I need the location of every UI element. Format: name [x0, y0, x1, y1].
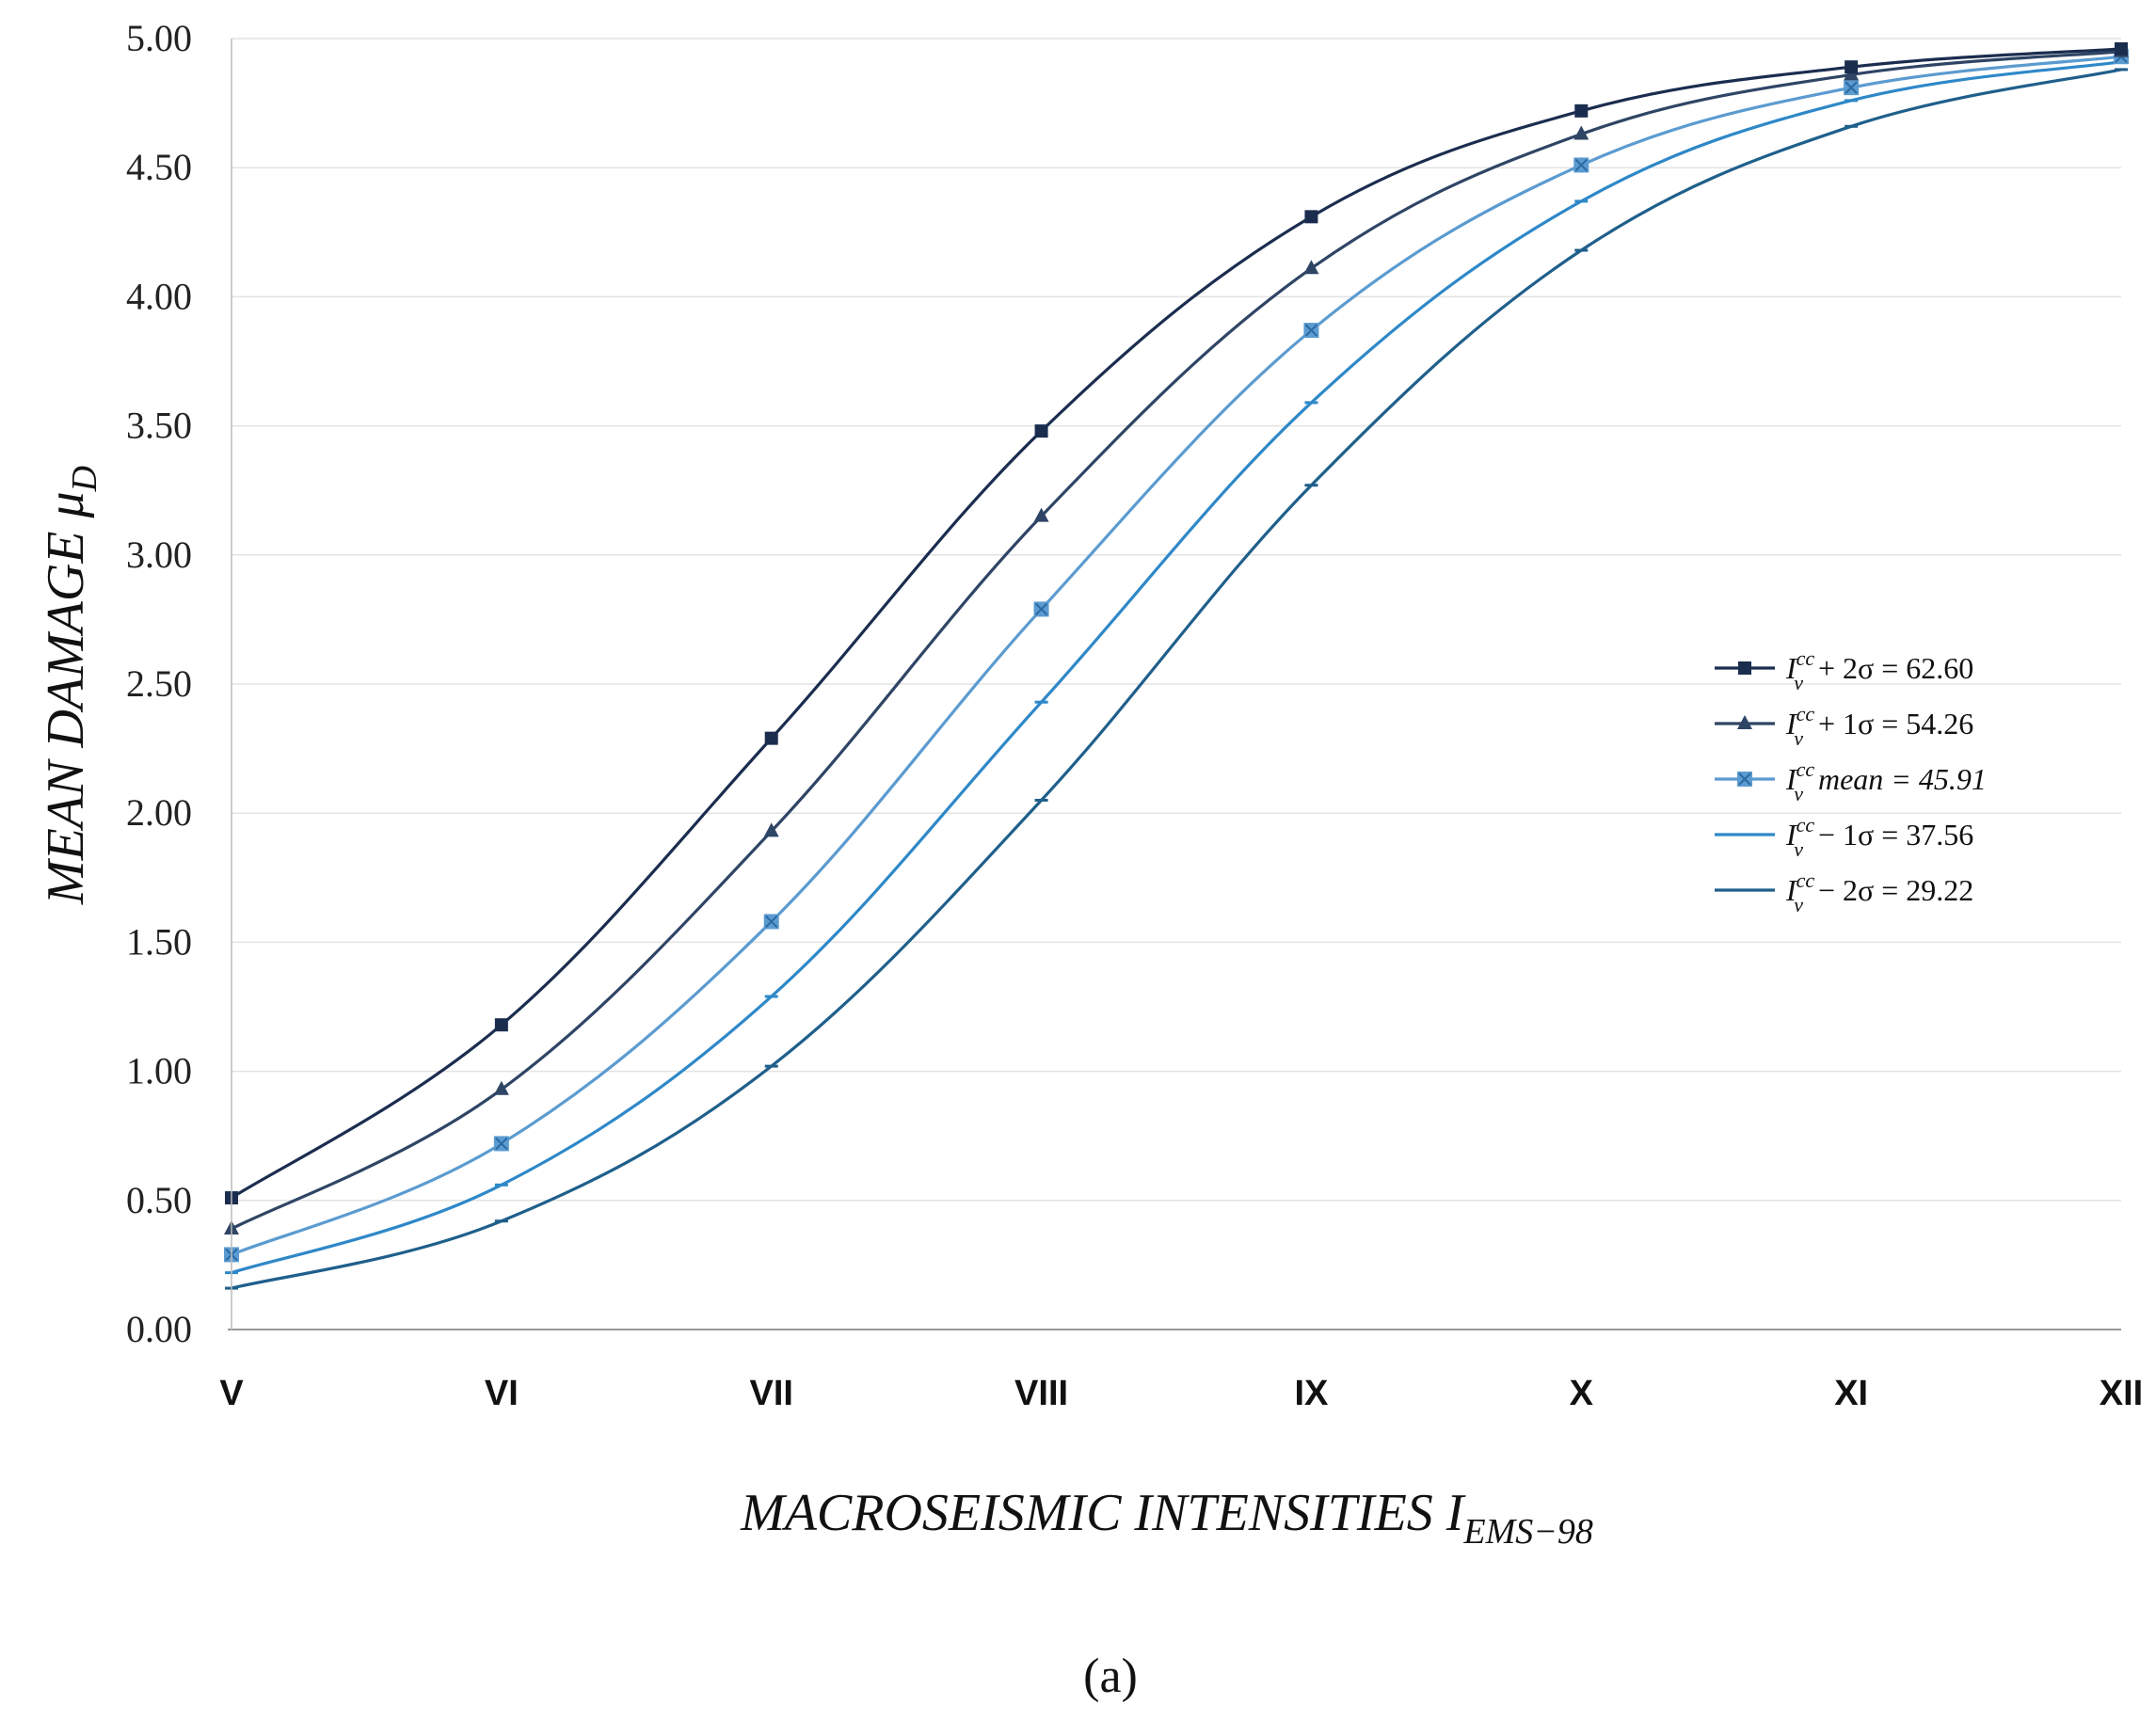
data-point [493, 1080, 509, 1095]
series-line [231, 60, 2122, 1275]
data-point [1845, 60, 1859, 74]
legend-label-text: + 2σ = 62.60 [1818, 651, 1973, 685]
y-tick-label: 1.50 [126, 920, 192, 963]
y-tick-label: 3.00 [126, 534, 192, 576]
series-line [231, 55, 2122, 1256]
series-line [231, 68, 2122, 1290]
y-tick-label: 4.00 [126, 275, 192, 317]
gridlines [232, 38, 2121, 1202]
legend-symbol-base: I [1785, 873, 1797, 907]
x-tick-label: IX [1294, 1374, 1329, 1413]
series-3 [224, 49, 2129, 1263]
legend-label: Icc v + 2σ = 62.60 [1785, 646, 1973, 694]
legend-symbol-sub: v [1794, 726, 1803, 750]
data-point [1033, 507, 1049, 522]
data-point [1574, 104, 1589, 118]
x-tick-label: VIII [1014, 1374, 1068, 1413]
y-tick-label: 1.00 [126, 1050, 192, 1092]
legend-symbol-base: I [1785, 707, 1797, 741]
data-point [1034, 424, 1048, 438]
x-axis-title-sub: EMS−98 [1462, 1512, 1593, 1552]
legend-item: Icc v + 1σ = 54.26 [1715, 702, 1973, 750]
data-point [1303, 323, 1319, 339]
legend-label-text: + 1σ = 54.26 [1818, 707, 1973, 741]
y-axis-title-main: MEAN DAMAGE μ [37, 491, 95, 905]
data-point [1844, 80, 1860, 96]
y-tick-label: 2.00 [126, 791, 192, 834]
data-point [494, 1018, 508, 1032]
legend-symbol-sup: cc [1797, 813, 1815, 836]
data-point [764, 731, 778, 745]
legend-symbol-sub: v [1794, 782, 1803, 805]
y-tick-labels: 0.00 0.50 1.00 1.50 2.00 2.50 3.00 3.50 4.00 4.50… [126, 17, 192, 1350]
legend-symbol-sub: v [1794, 837, 1803, 861]
legend-label: Icc v mean = 45.91 [1785, 757, 1987, 805]
y-tick-label: 0.00 [126, 1308, 192, 1350]
legend-symbol-sup: cc [1797, 702, 1815, 725]
legend-symbol-sub: v [1794, 671, 1803, 694]
y-tick-label: 2.50 [126, 662, 192, 705]
legend-item: Icc v mean = 45.91 [1715, 757, 1987, 805]
legend-symbol-base: I [1785, 818, 1797, 852]
data-point [763, 822, 779, 837]
y-tick-label: 0.50 [126, 1179, 192, 1221]
data-point [1304, 210, 1318, 224]
x-axis-title-main: MACROSEISMIC INTENSITIES I [740, 1484, 1466, 1542]
x-tick-label: XII [2100, 1374, 2143, 1413]
legend-item: Icc v + 2σ = 62.60 [1715, 646, 1973, 694]
legend-label-text: − 2σ = 29.22 [1818, 873, 1973, 907]
series-line [231, 50, 2122, 1231]
legend-marker [1737, 715, 1752, 729]
x-tick-labels: V VI VII VIII IX X XI XII [219, 1374, 2143, 1413]
series-4 [225, 60, 2128, 1275]
x-tick-label: X [1570, 1374, 1594, 1413]
figure-caption: (a) [1083, 1649, 1138, 1703]
data-point [1033, 601, 1049, 617]
y-tick-label: 3.50 [126, 405, 192, 447]
y-tick-label: 5.00 [126, 17, 192, 59]
legend-label: Icc v − 1σ = 37.56 [1785, 813, 1973, 861]
data-point [1303, 260, 1319, 275]
legend-marker [1738, 661, 1751, 675]
legend-symbol-base: I [1785, 762, 1797, 796]
legend-symbol-base: I [1785, 651, 1797, 685]
x-tick-label: V [219, 1374, 244, 1413]
series-5 [225, 68, 2128, 1290]
legend-symbol-sup: cc [1797, 757, 1815, 781]
data-point [763, 914, 779, 930]
x-axis-title: MACROSEISMIC INTENSITIES IEMS−98 [740, 1484, 1593, 1552]
x-tick-label: XI [1834, 1374, 1868, 1413]
x-tick-label: VII [749, 1374, 792, 1413]
legend-label: Icc v + 1σ = 54.26 [1785, 702, 1973, 750]
y-axis-title: MEAN DAMAGE μD [37, 466, 104, 905]
legend-symbol-sup: cc [1797, 646, 1815, 670]
x-tick-label: VI [485, 1374, 519, 1413]
data-point [493, 1136, 509, 1152]
legend-item: Icc v − 2σ = 29.22 [1715, 868, 1973, 916]
legend-item: Icc v − 1σ = 37.56 [1715, 813, 1973, 861]
series-2 [224, 42, 2129, 1234]
legend-label-text: mean = 45.91 [1818, 762, 1987, 796]
legend-label: Icc v − 2σ = 29.22 [1785, 868, 1973, 916]
legend-label-text: − 1σ = 37.56 [1818, 818, 1973, 852]
series-line [231, 47, 2122, 1200]
data-point [1573, 157, 1589, 173]
series-layer [224, 41, 2129, 1290]
data-point [2115, 41, 2128, 56]
series-1 [225, 41, 2128, 1205]
y-axis-title-sub: D [65, 466, 104, 492]
y-tick-label: 4.50 [126, 146, 192, 188]
legend-symbol-sub: v [1794, 893, 1803, 916]
legend-marker [1737, 772, 1752, 787]
data-point [1573, 125, 1589, 140]
legend-symbol-sup: cc [1797, 868, 1815, 892]
